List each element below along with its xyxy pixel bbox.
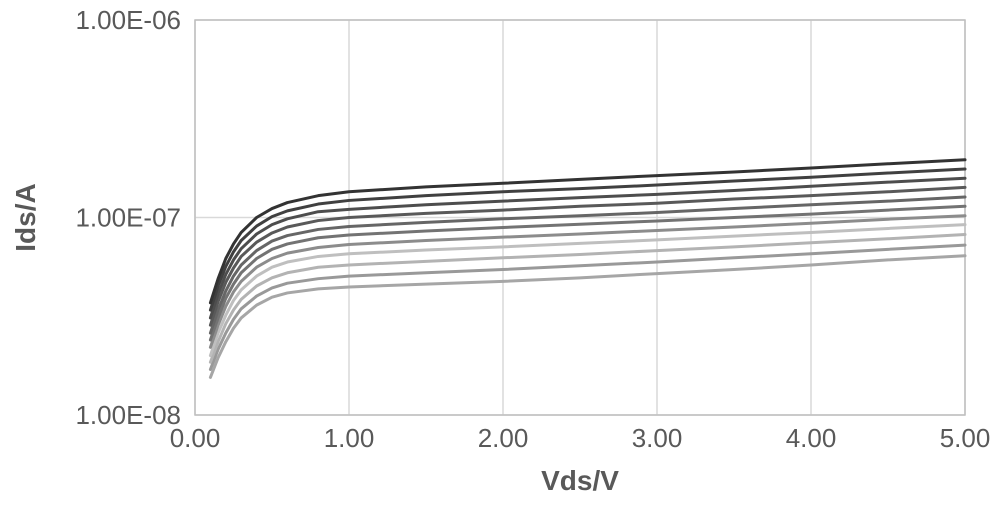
x-axis-label: Vds/V: [541, 465, 619, 496]
y-tick-label: 1.00E-06: [75, 5, 181, 35]
y-tick-label: 1.00E-08: [75, 400, 181, 430]
x-tick-label: 2.00: [478, 423, 529, 453]
x-tick-label: 1.00: [324, 423, 375, 453]
chart-container: 0.001.002.003.004.005.001.00E-081.00E-07…: [0, 0, 1000, 508]
y-axis-label: Ids/A: [10, 183, 41, 251]
y-tick-label: 1.00E-07: [75, 203, 181, 233]
x-tick-label: 3.00: [632, 423, 683, 453]
x-tick-label: 4.00: [786, 423, 837, 453]
x-tick-label: 5.00: [940, 423, 991, 453]
line-chart: 0.001.002.003.004.005.001.00E-081.00E-07…: [0, 0, 1000, 508]
